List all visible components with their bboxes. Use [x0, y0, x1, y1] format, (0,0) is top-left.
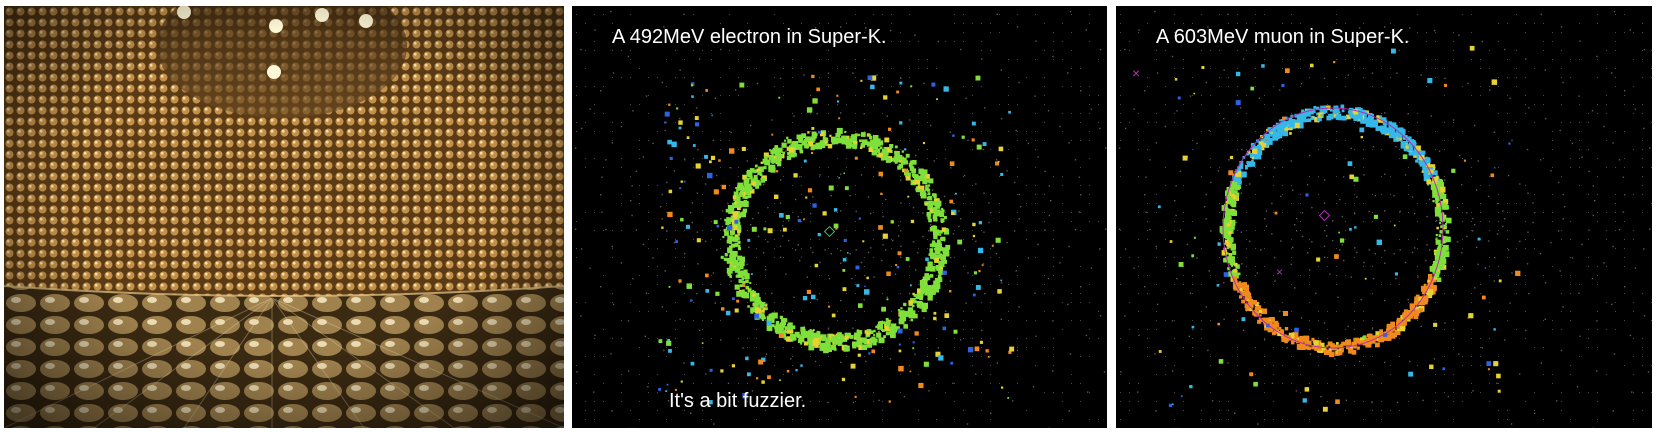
detector-photo — [4, 6, 564, 428]
vertex-marker — [823, 225, 836, 238]
pmt-grid — [574, 10, 1107, 428]
x-marker: × — [1276, 265, 1283, 279]
electron-title: A 492MeV electron in Super-K. — [612, 26, 887, 48]
pmt-grid — [1118, 10, 1652, 428]
muon-event-display: × × A 603MeV muon in Super-K. — [1116, 6, 1652, 428]
electron-ring-plot — [574, 10, 1107, 428]
cherenkov-ring — [1157, 45, 1521, 412]
muon-title: A 603MeV muon in Super-K. — [1156, 26, 1410, 48]
muon-ring-plot: ×× — [1118, 10, 1652, 428]
detector-photo-illustration — [4, 6, 564, 428]
vertex-marker — [1318, 209, 1331, 222]
ring-fit-outline — [1222, 107, 1444, 349]
x-marker: × — [1132, 65, 1140, 81]
electron-note: It's a bit fuzzier. — [669, 390, 807, 412]
electron-event-display: A 492MeV electron in Super-K. It's a bit… — [572, 6, 1107, 428]
cherenkov-ring — [658, 74, 1015, 405]
